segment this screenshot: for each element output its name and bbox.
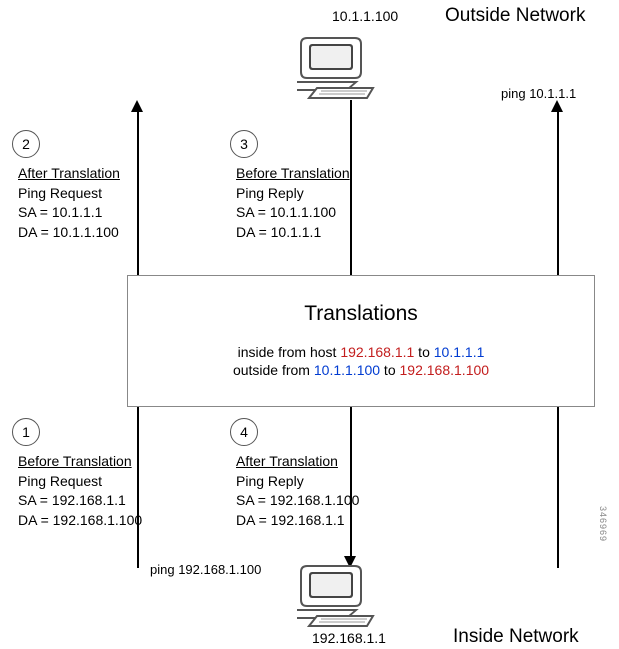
arrow-right-head (551, 100, 563, 112)
step-4-text: After Translation Ping Reply SA = 192.16… (236, 452, 359, 530)
step-3-text: Before Translation Ping Reply SA = 10.1.… (236, 164, 350, 242)
step-4-line2: SA = 192.168.1.100 (236, 491, 359, 511)
step-3-header: Before Translation (236, 164, 350, 184)
step-2-text: After Translation Ping Request SA = 10.1… (18, 164, 120, 242)
step-1-line2: SA = 192.168.1.1 (18, 491, 142, 511)
step-2-line2: SA = 10.1.1.1 (18, 203, 120, 223)
step-4-line1: Ping Reply (236, 472, 359, 492)
translation-rule-2: outside from 10.1.1.100 to 192.168.1.100 (128, 362, 594, 378)
step-1-header: Before Translation (18, 452, 142, 472)
translations-title: Translations (128, 302, 594, 326)
step-2-line3: DA = 10.1.1.100 (18, 223, 120, 243)
rule1-pre: inside from host (238, 344, 341, 360)
step-4-line3: DA = 192.168.1.1 (236, 511, 359, 531)
rule2-pre: outside from (233, 362, 314, 378)
step-1-line3: DA = 192.168.1.100 (18, 511, 142, 531)
step-1-line1: Ping Request (18, 472, 142, 492)
arrow-left-head (131, 100, 143, 112)
step-2-header: After Translation (18, 164, 120, 184)
step-1-circle: 1 (12, 418, 40, 446)
top-host-ip: 10.1.1.100 (332, 8, 398, 24)
rule2-ip2: 192.168.1.100 (400, 362, 490, 378)
step-3-line2: SA = 10.1.1.100 (236, 203, 350, 223)
step-3-circle: 3 (230, 130, 258, 158)
ping-bottom-label: ping 192.168.1.100 (150, 562, 261, 577)
step-2-circle: 2 (12, 130, 40, 158)
step-1-text: Before Translation Ping Request SA = 192… (18, 452, 142, 530)
rule1-ip1: 192.168.1.1 (340, 344, 414, 360)
step-3-line1: Ping Reply (236, 184, 350, 204)
rule1-ip2: 10.1.1.1 (434, 344, 485, 360)
outside-network-title: Outside Network (445, 5, 585, 27)
bottom-host-ip: 192.168.1.1 (312, 630, 386, 646)
rule2-ip1: 10.1.1.100 (314, 362, 380, 378)
computer-icon-bottom (297, 560, 379, 631)
step-4-circle: 4 (230, 418, 258, 446)
computer-icon-top (297, 32, 379, 103)
rule2-mid: to (380, 362, 399, 378)
rule1-mid: to (414, 344, 433, 360)
translation-rule-1: inside from host 192.168.1.1 to 10.1.1.1 (128, 344, 594, 360)
step-3-line3: DA = 10.1.1.1 (236, 223, 350, 243)
step-4-header: After Translation (236, 452, 359, 472)
translations-box: Translations inside from host 192.168.1.… (127, 275, 595, 407)
figure-id: 346969 (598, 506, 608, 542)
step-2-line1: Ping Request (18, 184, 120, 204)
inside-network-title: Inside Network (453, 626, 579, 648)
ping-top-label: ping 10.1.1.1 (501, 86, 576, 101)
